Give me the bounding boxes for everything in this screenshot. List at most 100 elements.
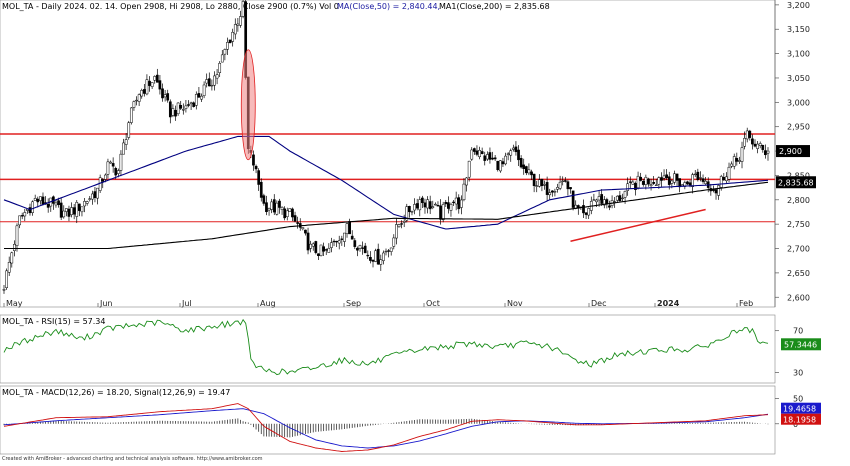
price-bar-body [735,158,739,162]
price-bar-body [597,196,601,201]
price-bar-body [571,190,575,208]
price-bar-body [413,204,416,211]
price-bar-body [519,158,523,168]
price-bar-body [740,147,744,162]
price-bar-body [106,161,110,175]
price-bar-body [524,166,528,174]
price-bar-body [535,185,539,187]
price-bar-body [13,244,16,251]
price-bar-body [330,242,333,248]
price-bar-body [18,215,21,226]
price-bar-body [98,177,102,191]
price-bar-body [522,164,526,169]
price-bar-body [696,171,700,180]
price-bar-body [28,207,32,214]
price-bar-body [449,203,453,211]
price-bar-body [561,180,565,182]
price-bar-body [174,109,177,117]
rsi-y-tick-label: 70 [793,327,803,336]
price-bar-body [662,175,666,179]
price-bar-body [366,254,370,257]
price-bar-body [509,150,513,156]
price-bar-body [556,187,559,190]
price-bar-body [296,222,299,224]
price-bar-body [563,180,567,182]
price-bar-body [764,150,767,156]
price-bar-body [751,138,754,145]
price-bar-body [70,207,73,215]
price-bar-body [602,199,606,206]
price-bar-body [475,150,479,155]
price-bar-body [369,256,372,261]
price-bar-body [168,101,172,118]
price-bar-body [148,80,151,86]
price-bar-body [693,173,697,176]
footer-credit: Created with AmiBroker - advanced charti… [2,456,263,462]
price-bar-body [75,202,79,217]
price-bar-body [270,201,274,210]
price-bar-body [254,165,258,170]
price-bar-body [358,245,362,249]
price-bar-body [511,147,515,150]
price-bar-body [530,171,533,176]
price-bar-body [181,109,185,111]
macd-line [3,403,769,452]
price-bar-body [761,145,765,150]
price-bar-body [639,176,643,181]
price-bar-body [132,101,136,108]
macd-title: MOL_TA - MACD(12,26) = 18.20, Signal(12,… [2,388,230,397]
price-bar-body [311,243,315,247]
price-bar-body [621,197,624,200]
price-x-label: Jul [181,299,192,308]
price-bar-body [161,88,164,99]
price-bar-body [501,161,505,165]
price-x-label: Nov [507,299,523,308]
price-bar-body [418,199,422,211]
price-bar-body [304,229,307,234]
price-bar-body [460,199,463,208]
price-bar-body [553,191,557,193]
price-bar-body [59,202,63,218]
price-bar-body [239,16,242,26]
price-bar-body [701,178,705,182]
price-bar-body [582,205,585,214]
price-bar-body [176,102,180,115]
price-bar-body [179,105,183,109]
price-bar-body [285,210,289,218]
price-bar-body [324,249,328,251]
price-bar-body [207,78,211,87]
price-bar-body [218,63,222,73]
price-bar-body [371,259,375,262]
price-bar-body [91,193,94,200]
price-bar-body [33,198,37,201]
price-x-label: Oct [426,299,440,308]
price-bar-body [699,177,702,179]
price-bar-body [72,207,76,215]
price-bar-body [163,94,167,98]
macd-value-label: 19.4658 [783,405,816,414]
price-bar-body [738,160,741,162]
price-x-label: Feb [739,299,753,308]
price-bar-body [262,195,266,204]
price-bar-body [743,138,746,147]
last-close-label: 2,900 [779,147,802,156]
price-bar-body [7,262,11,273]
price-bar-body [634,183,637,190]
rsi-title: MOL_TA - RSI(15) = 57.34 [2,317,105,326]
price-y-tick-label: 2,750 [787,220,810,229]
signal-value-label: 18.1958 [783,416,816,425]
macd-y-tick-label: 50 [793,395,803,404]
price-bar-body [441,204,445,221]
price-bar-body [236,23,240,26]
price-bar-body [67,208,71,217]
price-bar-body [280,206,284,210]
price-bar-body [647,178,650,185]
price-bar-body [2,289,6,291]
price-bar-body [278,200,281,208]
price-bar-body [345,223,349,234]
price-bar-body [722,176,726,181]
price-bar-body [745,130,749,140]
price-bar-body [23,212,27,217]
price-bar-body [337,240,341,244]
